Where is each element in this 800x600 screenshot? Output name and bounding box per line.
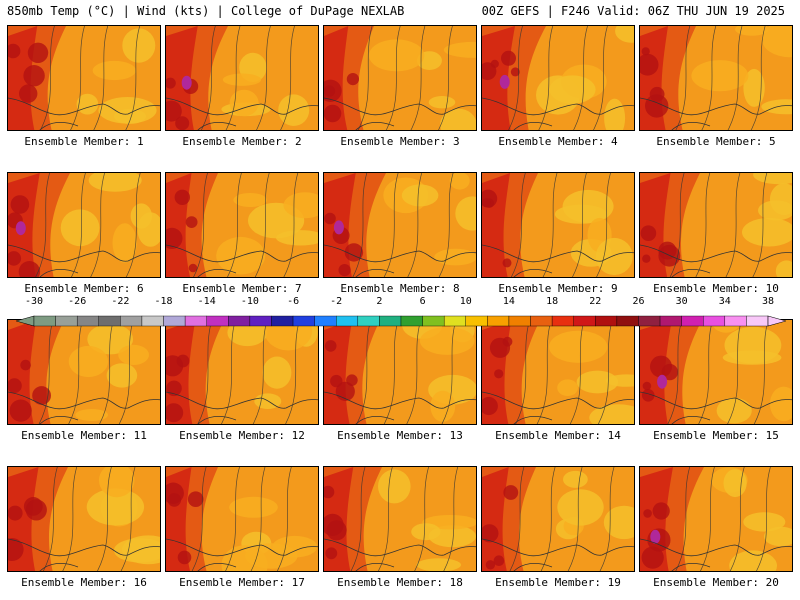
map-title: 850mb Temp (°C) | Wind (kts) | College o… [7, 4, 405, 18]
colorbar-swatch [336, 315, 359, 327]
colorbar-swatch [379, 315, 402, 327]
colorbar-swatch [206, 315, 229, 327]
temperature-colorbar [16, 315, 786, 327]
ensemble-member-label: Ensemble Member: 10 [653, 282, 779, 295]
ensemble-member-label: Ensemble Member: 7 [182, 282, 302, 295]
colorbar-swatch [573, 315, 596, 327]
ensemble-member-map [481, 172, 635, 278]
colorbar-swatch [638, 315, 661, 327]
colorbar-swatch [422, 315, 445, 327]
colorbar-swatch [357, 315, 380, 327]
ensemble-member-map [7, 25, 161, 131]
colorbar-swatch [724, 315, 747, 327]
colorbar-swatch [465, 315, 488, 327]
colorbar-tick-label: 6 [419, 296, 426, 307]
ensemble-member-map [481, 319, 635, 425]
colorbar-tick-label: -30 [24, 296, 44, 307]
colorbar-tick-label: 14 [502, 296, 515, 307]
colorbar-tick-label: 38 [761, 296, 775, 307]
ensemble-member-map [639, 172, 793, 278]
ensemble-member-label: Ensemble Member: 3 [340, 135, 460, 148]
ensemble-member-label: Ensemble Member: 9 [498, 282, 618, 295]
colorbar-tick-label: -26 [68, 296, 87, 307]
ensemble-member-label: Ensemble Member: 2 [182, 135, 302, 148]
colorbar-swatch [314, 315, 337, 327]
ensemble-member-map [7, 319, 161, 425]
colorbar-swatch [184, 315, 207, 327]
colorbar-tick-label: -6 [287, 296, 300, 307]
ensemble-member-map [7, 466, 161, 572]
ensemble-member-map [165, 466, 319, 572]
colorbar-tick-label: 26 [632, 296, 645, 307]
colorbar-swatch [228, 315, 251, 327]
colorbar-swatch [767, 315, 786, 327]
colorbar-swatch [746, 315, 769, 327]
colorbar-tick-label: 34 [718, 296, 731, 307]
colorbar-tick-label: -22 [111, 296, 130, 307]
colorbar-swatch [16, 315, 35, 327]
ensemble-member-label: Ensemble Member: 6 [24, 282, 144, 295]
ensemble-member-label: Ensemble Member: 15 [653, 429, 779, 442]
colorbar-tick-label: 30 [675, 296, 688, 307]
ensemble-member-map [323, 25, 477, 131]
colorbar-tick-label: 2 [376, 296, 383, 307]
ensemble-member-label: Ensemble Member: 5 [656, 135, 776, 148]
colorbar-tick-label: 22 [589, 296, 602, 307]
colorbar-tick-labels: -30 -26 -22 -18 -14 -10 -6 -2 2 6 10 14 18 22 26 30 34 38… [0, 296, 800, 308]
ensemble-member-label: Ensemble Member: 13 [337, 429, 463, 442]
colorbar-swatch [33, 315, 56, 327]
colorbar-swatch [443, 315, 466, 327]
colorbar-swatch [551, 315, 574, 327]
colorbar-swatch [98, 315, 121, 327]
ensemble-member-label: Ensemble Member: 11 [21, 429, 147, 442]
ensemble-member-map [165, 319, 319, 425]
model-run-info: 00Z GEFS | F246 Valid: 06Z THU JUN 19 20… [481, 4, 785, 18]
ensemble-member-map [7, 172, 161, 278]
colorbar-swatch [681, 315, 704, 327]
colorbar-swatch [616, 315, 639, 327]
ensemble-member-map [323, 172, 477, 278]
colorbar-swatch [141, 315, 164, 327]
colorbar-tick-label: -14 [197, 296, 216, 307]
colorbar-swatch [292, 315, 315, 327]
ensemble-member-label: Ensemble Member: 17 [179, 576, 305, 589]
colorbar-swatch [659, 315, 682, 327]
ensemble-member-map [165, 172, 319, 278]
colorbar-swatch [249, 315, 272, 327]
ensemble-member-map [481, 466, 635, 572]
colorbar-swatch [595, 315, 618, 327]
colorbar-tick-label: 10 [459, 296, 472, 307]
colorbar-swatch [530, 315, 553, 327]
ensemble-member-map [639, 25, 793, 131]
colorbar-swatch [508, 315, 531, 327]
ensemble-member-map [165, 25, 319, 131]
colorbar-tick-label: -18 [154, 296, 173, 307]
ensemble-member-label: Ensemble Member: 4 [498, 135, 618, 148]
ensemble-member-label: Ensemble Member: 12 [179, 429, 305, 442]
colorbar-swatch [76, 315, 99, 327]
ensemble-member-map [639, 466, 793, 572]
ensemble-member-label: Ensemble Member: 1 [24, 135, 144, 148]
colorbar-swatch [55, 315, 78, 327]
ensemble-member-label: Ensemble Member: 20 [653, 576, 779, 589]
colorbar-tick-label: -10 [240, 296, 259, 307]
colorbar-swatch [271, 315, 294, 327]
colorbar-swatch [120, 315, 143, 327]
ensemble-member-map [323, 466, 477, 572]
colorbar-swatch [487, 315, 510, 327]
ensemble-member-label: Ensemble Member: 19 [495, 576, 621, 589]
colorbar-swatch [400, 315, 423, 327]
colorbar-swatch [163, 315, 186, 327]
ensemble-member-map [639, 319, 793, 425]
colorbar-tick-label: 18 [546, 296, 559, 307]
ensemble-member-label: Ensemble Member: 16 [21, 576, 147, 589]
ensemble-member-label: Ensemble Member: 8 [340, 282, 460, 295]
colorbar-swatch [703, 315, 726, 327]
ensemble-member-label: Ensemble Member: 18 [337, 576, 463, 589]
ensemble-member-label: Ensemble Member: 14 [495, 429, 621, 442]
ensemble-member-map [481, 25, 635, 131]
colorbar-tick-label: -2 [330, 296, 343, 307]
